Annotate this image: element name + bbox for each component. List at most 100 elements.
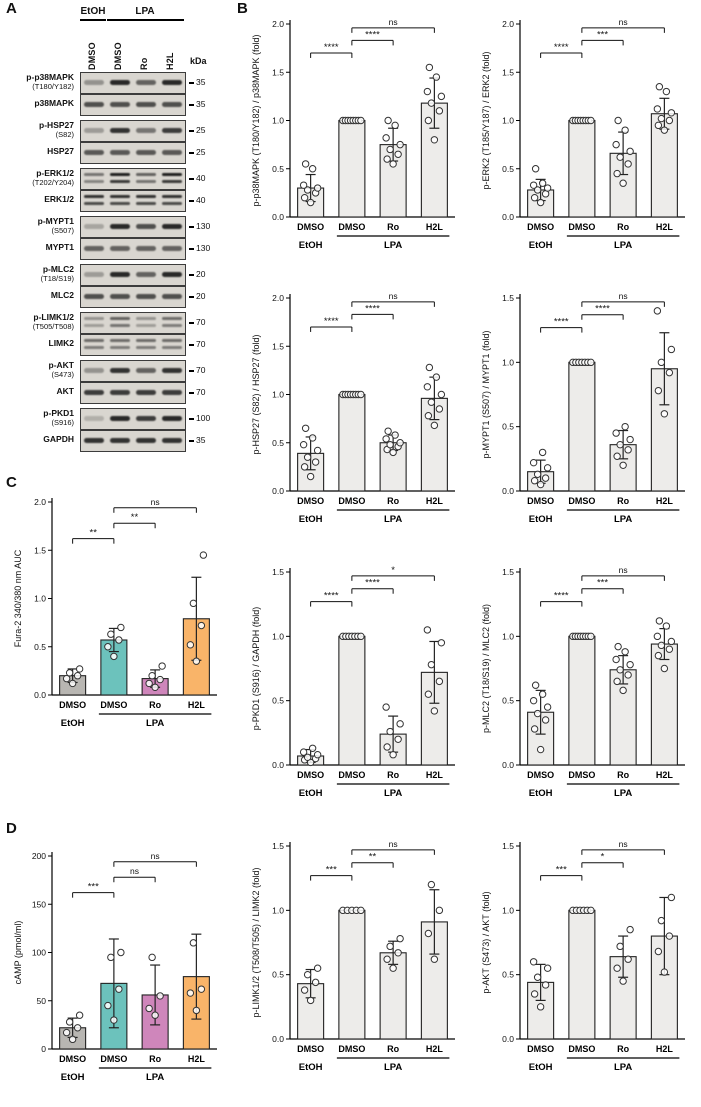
data-point (306, 996, 315, 1005)
chart-canvas: 0.0 0.5 1.0 1.5 **** **** ns DMSO DMSO Ro H2L EtOH L… (481, 291, 685, 525)
blot-band (84, 150, 104, 155)
data-point (653, 632, 662, 641)
data-point (587, 358, 595, 367)
blot-band (84, 180, 104, 183)
data-point (624, 955, 632, 963)
x-category-label: H2L (426, 770, 444, 780)
y-tick-label: 1.5 (272, 67, 284, 77)
x-category-label: DMSO (297, 770, 324, 780)
blot-band (110, 180, 130, 183)
blot-lane-label: DMSO (87, 42, 97, 70)
data-point (65, 669, 74, 677)
data-point (435, 405, 444, 413)
data-point (626, 435, 634, 444)
blot-band (162, 438, 182, 443)
marker-kda-value: 35 (196, 99, 206, 109)
blot-band (84, 224, 104, 229)
blot-band (162, 317, 182, 320)
x-category-label: DMSO (100, 700, 127, 710)
data-point (533, 709, 542, 718)
blot-phospho-site: (T202/Y204) (32, 177, 74, 187)
data-point (619, 977, 627, 985)
blot-row-label: ERK1/2 (8, 190, 74, 210)
blot-band (110, 346, 130, 349)
data-point (435, 677, 444, 686)
data-point (382, 703, 390, 711)
y-tick-label: 1.0 (272, 631, 284, 641)
marker-tick (189, 152, 194, 154)
data-point (541, 474, 550, 482)
data-point (303, 753, 312, 761)
blot-band (110, 294, 130, 299)
blot-strip (80, 168, 186, 190)
x-category-label: DMSO (338, 222, 365, 232)
data-point (654, 121, 663, 130)
group-label: EtOH (529, 788, 553, 799)
data-point (189, 939, 198, 947)
blot-band (84, 438, 104, 443)
x-category-label: H2L (426, 222, 444, 232)
y-axis-label: p-PKD1 (S916) / GAPDH (fold) (251, 607, 261, 731)
blot-strip (80, 94, 186, 116)
data-point (653, 105, 662, 113)
data-point (538, 179, 547, 187)
data-point (614, 642, 622, 651)
blot-band (110, 195, 130, 198)
data-point (533, 973, 542, 981)
data-point (536, 745, 545, 754)
blot-protein-name: MLC2 (50, 290, 74, 301)
significance-label: ns (619, 565, 628, 575)
x-category-label: DMSO (59, 1054, 86, 1064)
y-tick-label: 1.0 (272, 116, 284, 126)
blot-strip (80, 142, 186, 164)
chart-canvas: 0.0 0.5 1.0 1.5 2.0 **** **** ns DMSO DMSO Ro H2L Et… (251, 291, 455, 525)
blot-strip (80, 216, 186, 238)
blot-band (110, 246, 130, 251)
y-tick-label: 1.0 (502, 631, 514, 641)
blot-band (162, 346, 182, 349)
molecular-weight-marker: 25 (189, 147, 205, 157)
y-tick-label: 0.5 (272, 970, 284, 980)
data-point (538, 448, 547, 457)
y-tick-label: 0.0 (272, 212, 284, 222)
data-point (73, 672, 82, 680)
data-point (313, 184, 322, 192)
data-point (425, 63, 434, 72)
blot-lane-label: H2L (165, 52, 175, 70)
data-point (530, 477, 539, 485)
group-label: LPA (614, 1062, 632, 1073)
data-point (299, 748, 308, 756)
x-category-label: DMSO (568, 222, 595, 232)
data-point (613, 677, 621, 686)
blot-band (162, 80, 182, 85)
y-tick-label: 1.5 (502, 67, 514, 77)
y-axis-label: p-LIMK1/2 (T508/T505) / LIMK2 (fold) (251, 867, 261, 1017)
blot-band (136, 346, 156, 349)
data-point (667, 637, 676, 646)
chart-p-erk2: 0.0 0.5 1.0 1.5 2.0 **** *** ns DMSO DMSO Ro H2L EtO… (478, 12, 693, 258)
blot-band (136, 150, 156, 155)
blot-row-label: AKT (8, 382, 74, 402)
group-label: EtOH (299, 514, 323, 525)
data-point (301, 160, 310, 168)
y-axis-label: Fura-2 340/380 nm AUC (13, 549, 23, 647)
data-point (626, 925, 634, 934)
blot-protein-name: p38MAPK (34, 98, 74, 109)
data-point (104, 643, 112, 651)
x-category-label: DMSO (297, 1044, 324, 1054)
data-point (667, 893, 676, 902)
group-label: LPA (614, 788, 632, 799)
blot-strip (80, 408, 186, 430)
data-point (657, 114, 666, 123)
marker-tick (189, 296, 194, 298)
group-label: EtOH (299, 240, 323, 251)
x-category-label: H2L (188, 700, 206, 710)
data-point (299, 181, 308, 189)
chart-fura2-auc: 0.0 0.5 1.0 1.5 2.0 ** ** ns DMSO DMSO Ro H2L EtOH LP… (10, 490, 225, 736)
blot-strip (80, 430, 186, 452)
y-tick-label: 2.0 (272, 19, 284, 29)
data-point (653, 307, 662, 315)
marker-tick (189, 344, 194, 346)
